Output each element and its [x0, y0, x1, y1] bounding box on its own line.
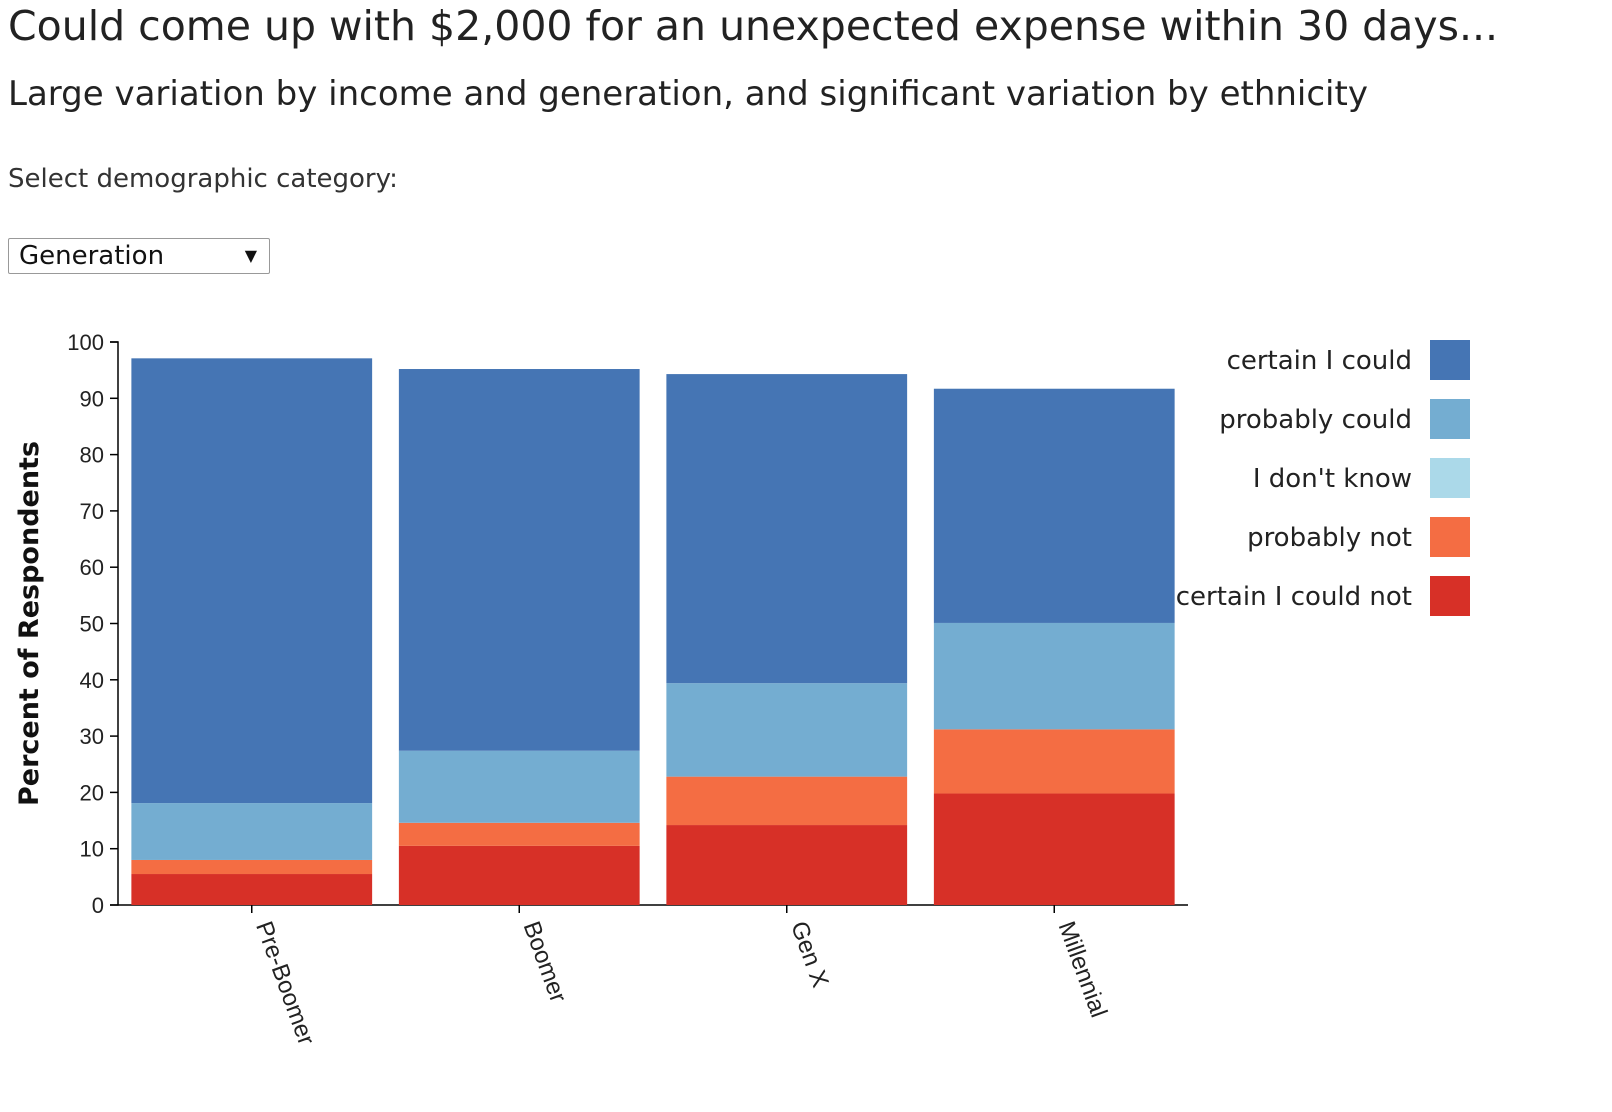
bar-segment[interactable]: [933, 729, 1175, 794]
y-tick-label: 80: [80, 443, 104, 468]
y-tick-label: 20: [80, 780, 104, 805]
bar-segment[interactable]: [398, 750, 640, 823]
y-tick-label: 40: [80, 668, 104, 693]
bar-segment[interactable]: [131, 859, 373, 875]
y-tick-label: 70: [80, 499, 104, 524]
x-tick-label: Gen X: [785, 918, 834, 991]
selected-value: Generation: [19, 241, 165, 271]
y-tick-label: 100: [67, 330, 104, 355]
bar-segment[interactable]: [666, 374, 908, 684]
y-tick-label: 10: [80, 837, 104, 862]
y-tick-label: 90: [80, 386, 104, 411]
chart-subtitle: Large variation by income and generation…: [8, 74, 1368, 114]
legend-label[interactable]: probably could: [1219, 405, 1412, 435]
bar-segment[interactable]: [666, 825, 908, 905]
legend-label[interactable]: probably not: [1247, 523, 1412, 553]
chart-title: Could come up with $2,000 for an unexpec…: [8, 2, 1499, 50]
y-tick-label: 0: [92, 893, 104, 918]
bar-segment[interactable]: [666, 683, 908, 777]
bar-segment[interactable]: [666, 776, 908, 826]
legend-label[interactable]: I don't know: [1253, 464, 1412, 494]
bar-segment[interactable]: [131, 874, 373, 905]
legend-label[interactable]: certain I could: [1227, 346, 1412, 376]
legend-swatch[interactable]: [1430, 517, 1470, 557]
bar-segment[interactable]: [398, 822, 640, 846]
demographic-select[interactable]: Generation ▼: [8, 238, 270, 274]
bar-segment[interactable]: [398, 369, 640, 751]
legend-label[interactable]: certain I could not: [1176, 582, 1412, 612]
x-tick-label: Boomer: [518, 918, 572, 1006]
select-label: Select demographic category:: [8, 164, 398, 194]
bar-segment[interactable]: [398, 845, 640, 905]
x-tick-label: Millennial: [1053, 918, 1113, 1021]
bar-segment[interactable]: [131, 803, 373, 860]
legend-swatch[interactable]: [1430, 399, 1470, 439]
y-axis-title: Percent of Respondents: [14, 441, 45, 806]
legend-swatch[interactable]: [1430, 340, 1470, 380]
bar-segment[interactable]: [933, 388, 1175, 623]
y-tick-label: 60: [80, 555, 104, 580]
bar-segment[interactable]: [933, 622, 1175, 730]
y-tick-label: 30: [80, 724, 104, 749]
chevron-down-icon: ▼: [244, 246, 257, 265]
x-tick-label: Pre-Boomer: [250, 918, 320, 1049]
y-tick-label: 50: [80, 612, 104, 637]
bar-segment[interactable]: [131, 358, 373, 804]
legend-swatch[interactable]: [1430, 576, 1470, 616]
bar-segment[interactable]: [933, 793, 1175, 905]
legend-swatch[interactable]: [1430, 458, 1470, 498]
